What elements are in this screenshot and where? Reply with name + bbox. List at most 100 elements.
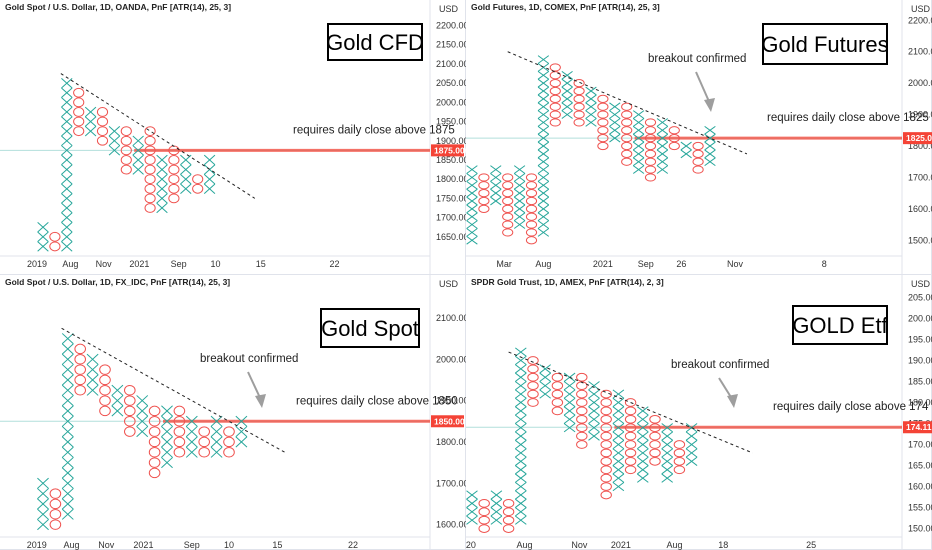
x-mark [539, 372, 551, 382]
o-mark [148, 467, 161, 479]
o-mark [551, 372, 564, 382]
o-mark [120, 164, 132, 175]
x-mark [637, 423, 649, 433]
y-tick-label: 2200.000 [436, 21, 466, 31]
x-mark [612, 423, 625, 433]
o-mark [49, 488, 62, 499]
x-column [490, 490, 503, 525]
o-mark [576, 440, 588, 449]
x-mark [537, 212, 550, 222]
o-mark [198, 436, 211, 448]
o-mark [692, 149, 704, 158]
x-mark [37, 508, 49, 520]
x-mark [612, 431, 625, 441]
x-mark [515, 473, 527, 483]
o-mark [478, 204, 490, 213]
o-mark [644, 118, 657, 127]
x-mark [61, 77, 73, 89]
x-mark [609, 125, 621, 135]
breakout-arrowhead [255, 394, 266, 408]
o-mark [576, 414, 588, 424]
o-mark [144, 155, 156, 165]
o-column [502, 173, 514, 237]
o-mark [49, 498, 62, 510]
y-tick-label: 180.00 [908, 397, 932, 407]
x-tick-label: 2020 [466, 540, 476, 550]
o-mark [478, 196, 490, 206]
x-mark [203, 164, 216, 175]
x-mark [86, 374, 99, 386]
pnf-chart-panel-3: Gold Spot / U.S. Dollar, 1D, FX_IDC, PnF… [0, 275, 466, 550]
x-mark [61, 384, 74, 396]
o-column [96, 107, 109, 146]
o-mark [673, 440, 686, 449]
x-mark [515, 381, 527, 391]
x-mark [84, 116, 97, 127]
o-mark [527, 398, 539, 407]
o-mark [99, 374, 111, 386]
o-mark [644, 165, 657, 174]
x-mark [632, 165, 645, 174]
x-mark [513, 188, 526, 198]
x-mark [537, 228, 550, 237]
x-mark [515, 347, 527, 357]
o-mark [478, 499, 490, 508]
x-mark [490, 165, 502, 174]
currency-label: USD [439, 279, 459, 289]
title-box [320, 308, 420, 348]
x-mark [680, 149, 692, 159]
x-column [632, 110, 645, 174]
x-tick-label: 8 [822, 259, 827, 269]
y-tick-label: 1700.00 [436, 478, 466, 488]
x-mark [515, 490, 527, 500]
x-mark [61, 333, 74, 345]
x-tick-label: 15 [272, 540, 282, 550]
x-mark [490, 490, 503, 500]
o-mark [144, 183, 156, 194]
x-mark [61, 415, 74, 427]
o-mark [99, 364, 111, 375]
o-mark [223, 447, 235, 458]
o-mark [668, 141, 680, 151]
x-mark [466, 228, 478, 237]
y-tick-label: 190.00 [908, 355, 932, 365]
x-mark [37, 498, 49, 510]
x-tick-label: Aug [64, 540, 80, 550]
o-mark [600, 414, 612, 424]
o-mark [502, 507, 515, 517]
o-column [621, 102, 633, 166]
currency-label: USD [911, 4, 931, 14]
x-tick-label: Sep [638, 259, 654, 269]
x-mark [656, 149, 669, 159]
x-mark [563, 389, 576, 399]
x-mark [563, 381, 576, 391]
breakout-label: breakout confirmed [648, 53, 746, 65]
o-mark [624, 406, 637, 416]
x-mark [61, 353, 74, 365]
o-mark [573, 86, 585, 96]
x-mark [108, 125, 121, 137]
x-mark [537, 86, 550, 96]
o-mark [600, 398, 612, 407]
o-mark [551, 406, 564, 416]
x-mark [61, 498, 74, 510]
x-mark [466, 515, 478, 525]
x-tick-label: 10 [211, 259, 221, 269]
x-mark [61, 145, 73, 156]
o-column [198, 426, 211, 458]
x-mark [637, 456, 649, 466]
o-mark [148, 426, 161, 437]
x-mark [37, 231, 49, 242]
o-mark [502, 220, 514, 229]
price-tag [431, 144, 464, 157]
o-column [597, 94, 609, 151]
x-mark [585, 110, 597, 119]
x-mark [513, 196, 526, 206]
y-tick-label: 1700.000 [436, 213, 466, 223]
x-mark [612, 473, 625, 483]
x-mark [86, 384, 99, 396]
o-mark [525, 228, 538, 237]
breakout-label: breakout confirmed [671, 359, 769, 371]
y-tick-label: 1750.000 [436, 193, 466, 203]
o-mark [525, 204, 538, 213]
